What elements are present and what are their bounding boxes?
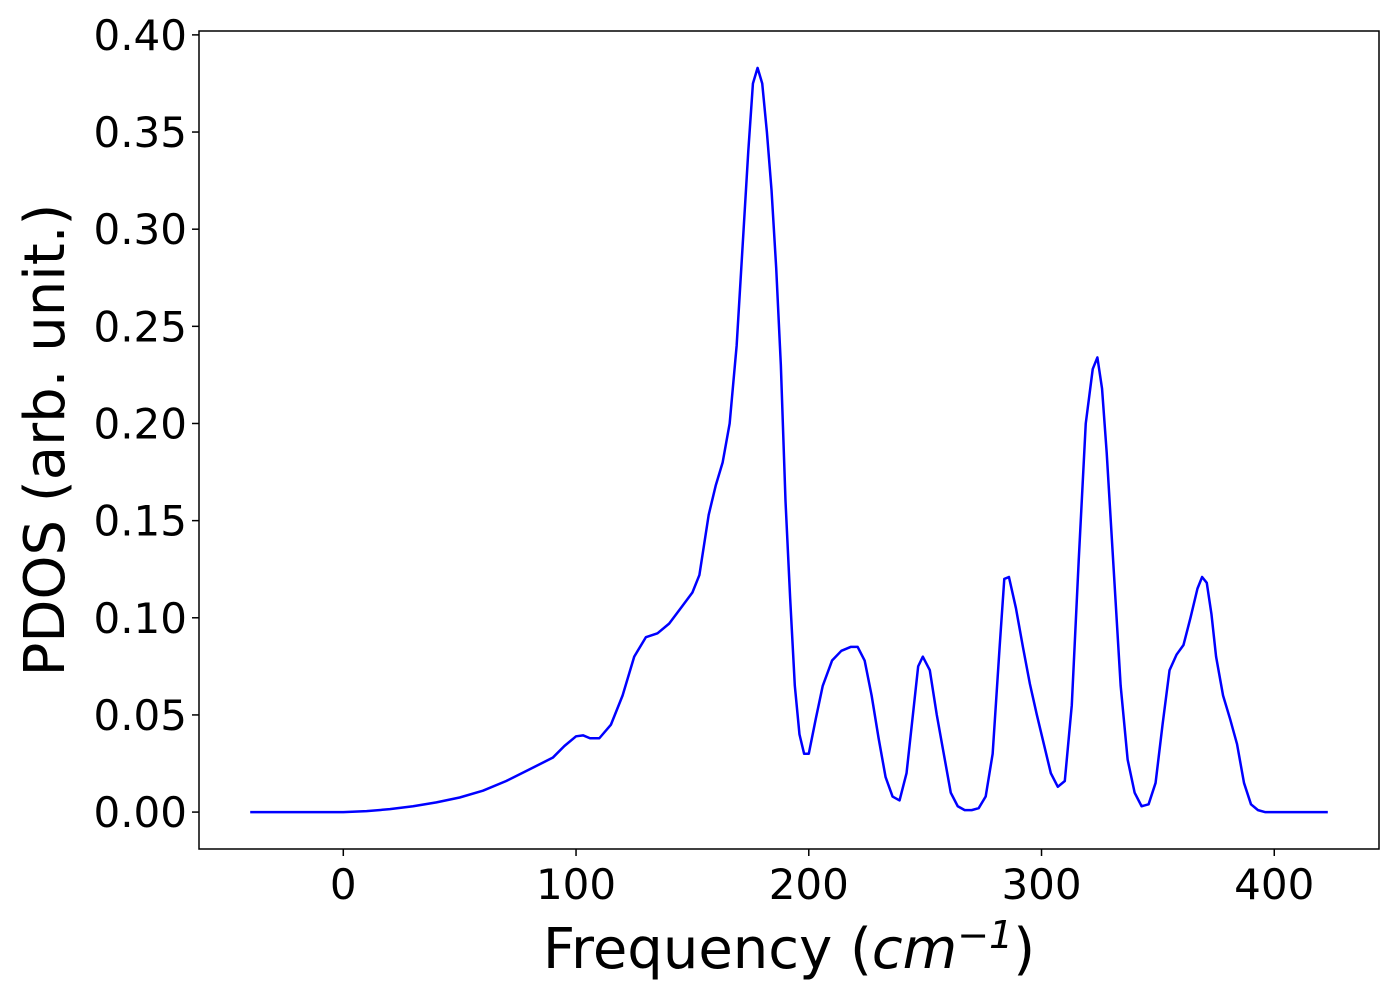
y-tick-label: 0.30	[93, 205, 187, 254]
x-tick-label: 200	[769, 860, 849, 909]
x-axis-label: Frequency (cm−1)	[543, 913, 1035, 982]
y-axis-ticks: 0.00 0.05 0.10 0.15 0.20 0.25 0.30 0.35 0.40	[93, 11, 199, 837]
plot-area	[250, 66, 1328, 814]
series-line-0	[250, 66, 1328, 814]
y-tick-label: 0.05	[93, 691, 187, 740]
y-tick-label: 0.25	[93, 302, 187, 351]
x-tick-label: 400	[1234, 860, 1314, 909]
y-tick-label: 0.40	[93, 11, 187, 60]
y-tick-label: 0.00	[93, 788, 187, 837]
y-tick-label: 0.35	[93, 108, 187, 157]
y-tick-label: 0.20	[93, 399, 187, 448]
x-axis-ticks: 0 100 200 300 400	[330, 849, 1314, 909]
x-tick-label: 0	[330, 860, 357, 909]
x-tick-label: 300	[1001, 860, 1081, 909]
x-tick-label: 100	[536, 860, 616, 909]
axes-frame	[198, 30, 1380, 850]
y-tick-label: 0.10	[93, 594, 187, 643]
y-axis-label: PDOS (arb. unit.)	[13, 204, 78, 677]
y-tick-label: 0.15	[93, 497, 187, 546]
